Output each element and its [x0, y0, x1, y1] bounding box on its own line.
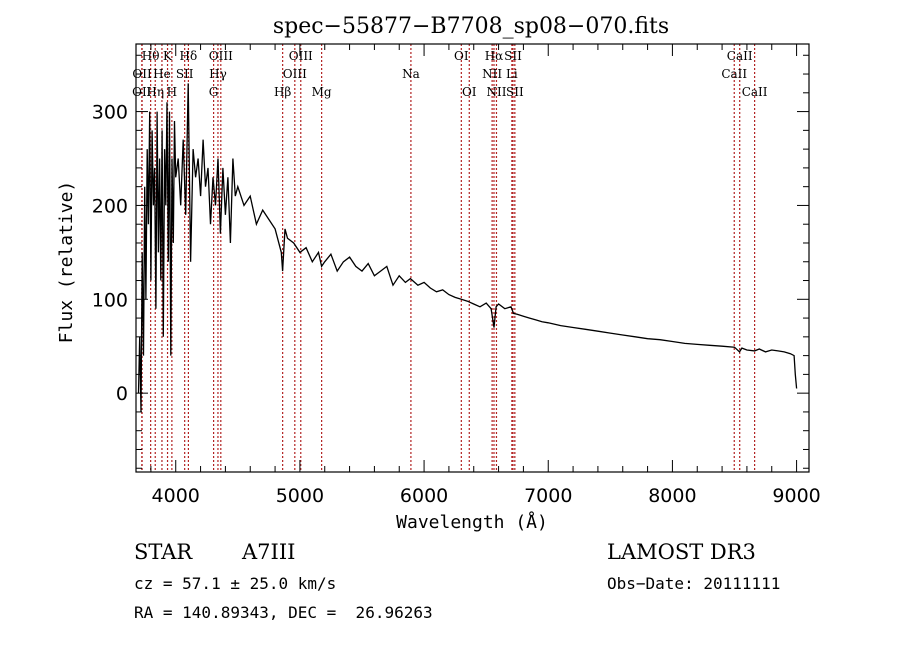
reference-lines: [141, 44, 756, 472]
x-tick-label: 9000: [772, 485, 820, 507]
survey-name: LAMOST DR3: [607, 540, 756, 564]
reference-line-label: Hδ: [180, 49, 198, 63]
coordinates-text: RA = 140.89343, DEC = 26.96263: [134, 603, 433, 622]
x-axis-label: Wavelength (Å): [396, 511, 548, 533]
redshift-text: cz = 57.1 ± 25.0 km/s: [134, 574, 337, 593]
y-tick-label: 0: [116, 383, 128, 405]
obs-date-text: Obs−Date: 20111111: [607, 574, 781, 593]
axis-ticks: [136, 44, 809, 472]
reference-line-label: OII: [132, 67, 152, 81]
reference-line-label: He: [153, 67, 171, 81]
x-tick-label: 6000: [400, 485, 448, 507]
object-class: STAR: [134, 540, 193, 564]
reference-line-label: NII: [482, 67, 502, 81]
reference-line-label: OI: [454, 49, 469, 63]
x-tick-label: 4000: [152, 485, 200, 507]
reference-line-label: Hθ: [142, 49, 160, 63]
reference-line-label: H: [167, 85, 177, 99]
object-subclass: A7III: [242, 540, 296, 564]
y-axis-label: Flux (relative): [56, 181, 77, 344]
reference-line-label: OIII: [209, 49, 233, 63]
reference-line-label: OIII: [289, 49, 313, 63]
spectrum-line: [137, 83, 798, 412]
y-tick-label: 100: [92, 289, 128, 311]
reference-line-label: G: [209, 85, 219, 99]
reference-line-label: Hη: [146, 85, 164, 99]
reference-line-label: K: [163, 49, 173, 63]
reference-line-label: CaII: [727, 49, 753, 63]
y-tick-labels: 0 100 200 300: [92, 102, 128, 406]
x-tick-label: 5000: [276, 485, 324, 507]
reference-line-label: CaII: [742, 85, 768, 99]
reference-line-label: Mg: [312, 85, 332, 99]
reference-line-label: Hα: [485, 49, 504, 63]
y-tick-label: 200: [92, 195, 128, 217]
reference-line-label: SII: [504, 49, 522, 63]
reference-line-label: OIII: [283, 67, 307, 81]
reference-line-label: CaII: [721, 67, 747, 81]
reference-line-label: Hγ: [209, 67, 227, 81]
reference-line-label: OI: [462, 85, 477, 99]
reference-line-label: Na: [402, 67, 420, 81]
reference-line-label: Li: [506, 67, 518, 81]
reference-line-label: SII: [176, 67, 194, 81]
x-tick-label: 7000: [524, 485, 572, 507]
reference-line-label: SII: [506, 85, 524, 99]
chart-title: spec−55877−B7708_sp08−070.fits: [273, 14, 669, 39]
x-tick-labels: 4000 5000 6000 7000 8000 9000: [152, 485, 821, 507]
plot-frame: [135, 43, 810, 473]
y-tick-label: 300: [92, 102, 128, 124]
reference-line-label: OII: [132, 85, 152, 99]
reference-line-label: Hβ: [274, 85, 291, 99]
reference-line-labels: OII OII Hθ Hη He K H SII Hδ G Hγ OIII Hβ OIII OIII Mg Na…: [132, 49, 768, 99]
reference-line-label: NII: [486, 85, 506, 99]
x-tick-label: 8000: [648, 485, 696, 507]
